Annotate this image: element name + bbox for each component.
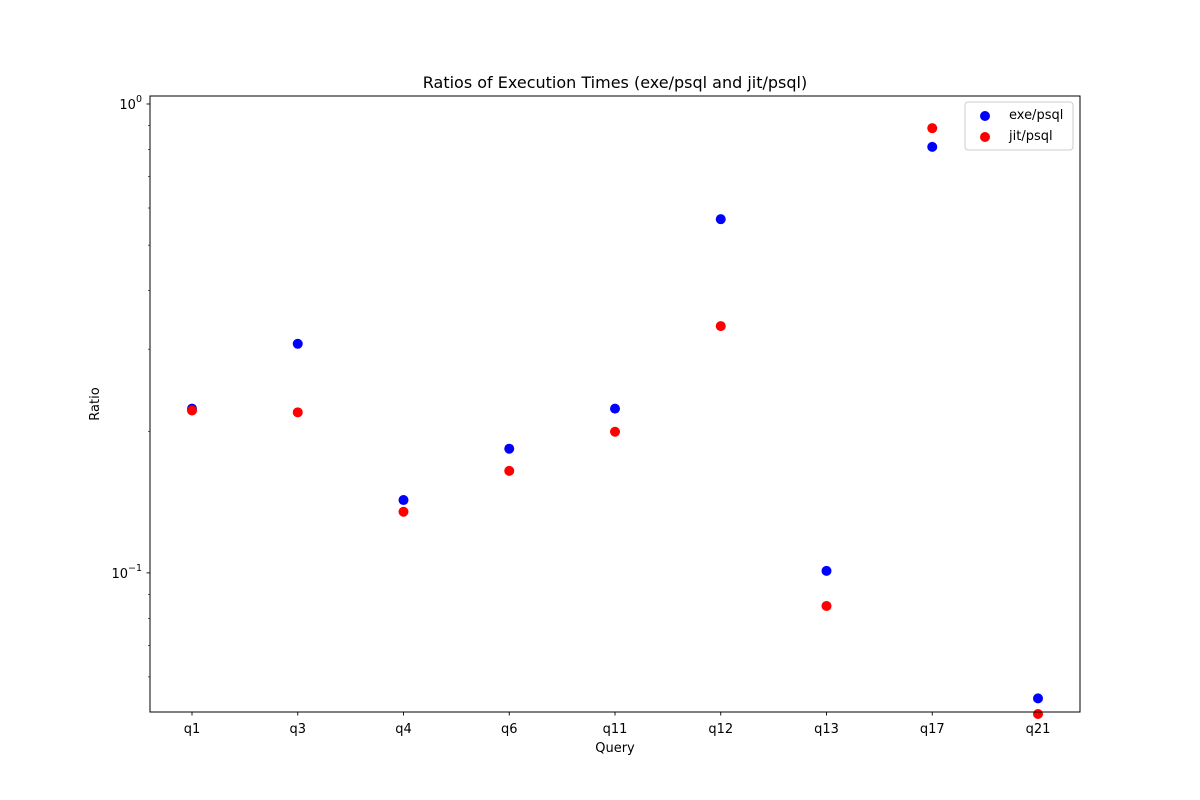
y-axis-label: Ratio [88, 387, 103, 420]
point-jit-psql-q13 [821, 600, 832, 611]
point-exe-psql-q3 [292, 338, 303, 349]
point-jit-psql-q4 [398, 506, 409, 517]
point-exe-psql-q17 [927, 141, 938, 152]
x-tick-label-q17: q17 [920, 722, 945, 737]
chart-title: Ratios of Execution Times (exe/psql and … [423, 73, 807, 92]
point-exe-psql-q4 [398, 495, 409, 506]
point-exe-psql-q13 [821, 565, 832, 576]
legend-marker-exe-psql [980, 111, 990, 121]
x-tick-label-q21: q21 [1026, 722, 1051, 737]
legend-frame [964, 101, 1074, 151]
x-tick-label-q11: q11 [603, 722, 628, 737]
y-axis-ticks: 100 10−1 [111, 94, 150, 678]
x-tick-label-q1: q1 [184, 722, 201, 737]
point-jit-psql-q11 [610, 426, 620, 437]
point-exe-psql-q6 [504, 443, 515, 454]
point-jit-psql-q12 [715, 321, 726, 332]
legend-marker-jit-psql [980, 132, 990, 142]
legend: exe/psql jit/psql [964, 101, 1074, 151]
point-jit-psql-q21 [1033, 709, 1043, 720]
x-tick-label-q13: q13 [814, 722, 839, 737]
y-tick-label: 100 [119, 94, 142, 113]
x-tick-label-q6: q6 [501, 722, 518, 737]
point-jit-psql-q1 [187, 405, 197, 416]
x-tick-label-q3: q3 [289, 722, 306, 737]
x-tick-label-q12: q12 [708, 722, 733, 737]
point-jit-psql-q3 [292, 407, 303, 418]
point-exe-psql-q12 [715, 214, 726, 225]
y-tick-label: 10−1 [111, 563, 142, 582]
point-jit-psql-q17 [927, 123, 938, 134]
point-jit-psql-q6 [504, 465, 515, 476]
x-tick-label-q4: q4 [395, 722, 412, 737]
point-exe-psql-q21 [1033, 693, 1043, 704]
legend-label-exe-psql: exe/psql [1009, 108, 1063, 123]
plot-frame [149, 95, 1081, 713]
legend-label-jit-psql: jit/psql [1008, 129, 1053, 144]
point-exe-psql-q11 [610, 403, 620, 414]
x-axis-label: Query [595, 741, 635, 756]
x-axis-ticks: q1 q3 q4 q6 q11 q12 q13 q17 q21 [184, 712, 1051, 737]
